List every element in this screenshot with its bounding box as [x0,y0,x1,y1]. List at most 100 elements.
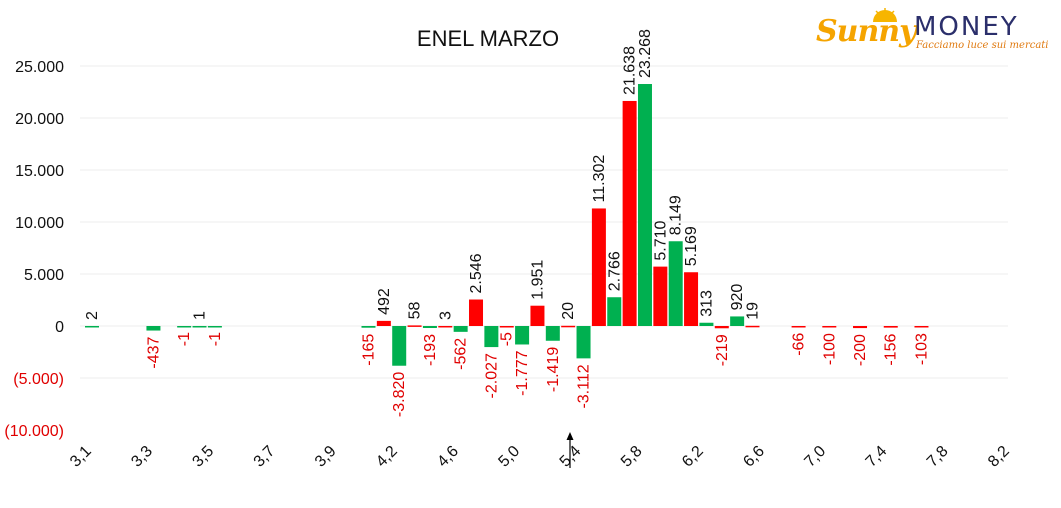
x-tick-label: 7,4 [863,443,891,471]
bar [361,326,376,328]
data-label: 1.951 [529,260,546,300]
data-label: 5.710 [652,220,669,260]
bar [637,84,652,326]
bar [453,326,468,332]
bar [914,326,929,328]
y-tick-label: 15.000 [15,163,64,180]
data-label: -3.112 [576,364,593,408]
bar [484,326,499,348]
x-tick-label: 7,0 [801,443,829,471]
bar [622,100,637,326]
x-tick-label: 3,7 [251,443,279,471]
x-tick-label: 8,2 [985,443,1013,471]
bar [607,297,622,326]
data-label: -1.419 [545,347,562,392]
y-tick-label: 0 [55,319,64,336]
bar [653,266,668,326]
x-tick-label: 6,6 [740,443,768,471]
bar [545,326,560,341]
data-label: -156 [883,334,900,366]
bar [85,325,99,328]
data-label: -3.820 [391,372,408,417]
data-label: -103 [913,333,930,365]
bar [530,305,545,326]
bar [392,326,407,366]
bar [561,325,576,328]
x-tick-label: 3,5 [189,443,217,471]
y-tick-label: 5.000 [24,267,64,284]
data-label: -193 [422,334,439,366]
x-tick-label: 4,6 [434,443,462,471]
bar [883,326,898,328]
y-tick-label: (10.000) [4,423,64,440]
x-tick-label: 5,0 [495,443,523,471]
data-label: -165 [360,334,377,366]
logo-tagline: Facciamo luce sui mercati [916,40,1049,51]
bar [192,325,207,328]
x-tick-label: 6,2 [679,443,707,471]
bar [469,299,484,326]
y-tick-label: 20.000 [15,111,64,128]
logo-brand-left: Sunny [816,14,917,49]
bar [146,326,161,331]
data-label: -1 [176,332,193,346]
x-tick-label: 3,3 [128,443,156,471]
data-label: -66 [791,333,808,356]
bar [422,326,437,329]
data-label: 2.546 [468,253,485,293]
x-tick-label: 3,1 [67,443,95,471]
data-label: 58 [407,301,424,319]
data-label: 492 [376,288,393,315]
data-label: 19 [745,302,762,320]
data-label: -1 [207,332,224,346]
bar [684,272,699,326]
bar [576,326,591,359]
bar [791,326,806,328]
data-label: -5 [499,332,516,346]
bar [407,325,422,327]
x-tick-label: 3,9 [312,443,340,471]
bar [668,241,683,326]
data-label: -100 [821,333,838,365]
data-label: 3 [437,311,454,320]
data-label: -2.027 [483,353,500,398]
bar [745,325,760,328]
x-tick-label: 7,8 [924,443,952,471]
data-label: 11.302 [591,155,608,203]
bar [499,326,514,328]
data-label: 1 [192,311,209,320]
bar [207,326,222,328]
data-label: -437 [145,336,162,368]
bar [438,325,453,328]
data-label: 920 [729,284,746,311]
data-label: 8.149 [668,195,685,235]
y-tick-label: 25.000 [15,59,64,76]
data-label: 23.268 [637,29,654,78]
x-tick-label: 5,8 [618,443,646,471]
y-tick-label: (5.000) [13,371,64,388]
bar [376,320,391,326]
bar [177,326,192,328]
price-marker-arrow-icon [566,432,574,440]
bar [591,208,606,326]
data-label: -1.777 [514,350,531,395]
data-label: 2.766 [606,251,623,291]
bar [699,322,714,326]
bar [515,326,530,345]
chart-title: ENEL MARZO [416,26,560,51]
bar [730,316,745,326]
data-label: 20 [560,302,577,320]
logo-brand-right: MONEY [914,12,1019,42]
data-label: 5.169 [683,226,700,266]
data-label: 21.638 [622,46,639,95]
bar [714,326,729,329]
bar [853,326,868,329]
data-label: -562 [453,338,470,370]
sun-icon [873,8,897,22]
y-tick-label: 10.000 [15,215,64,232]
data-label: 313 [698,290,715,317]
bar [822,326,837,328]
x-tick-label: 4,2 [373,443,401,471]
data-label: -219 [714,334,731,366]
